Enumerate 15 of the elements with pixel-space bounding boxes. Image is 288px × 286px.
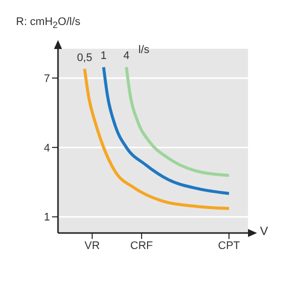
line-series xyxy=(83,67,230,210)
x-tick-label: CRF xyxy=(130,240,154,252)
y-axis-title: R: cmH$_{2}$O/l/s xyxy=(16,16,80,30)
line-series xyxy=(102,66,230,195)
series-label: 1 xyxy=(100,50,107,62)
y-tick-label: 7 xyxy=(44,72,50,85)
series-label: 0,5 xyxy=(76,52,92,64)
annotation: l/s xyxy=(138,44,150,56)
series-label: 4 xyxy=(123,50,130,62)
line-series xyxy=(124,66,230,177)
x-axis-title: V xyxy=(260,224,268,238)
x-tick-label: CPT xyxy=(218,240,240,252)
x-tick-label: VR xyxy=(84,240,100,252)
y-tick-label: 4 xyxy=(44,142,50,154)
y-tick-label: 1 xyxy=(44,212,50,224)
